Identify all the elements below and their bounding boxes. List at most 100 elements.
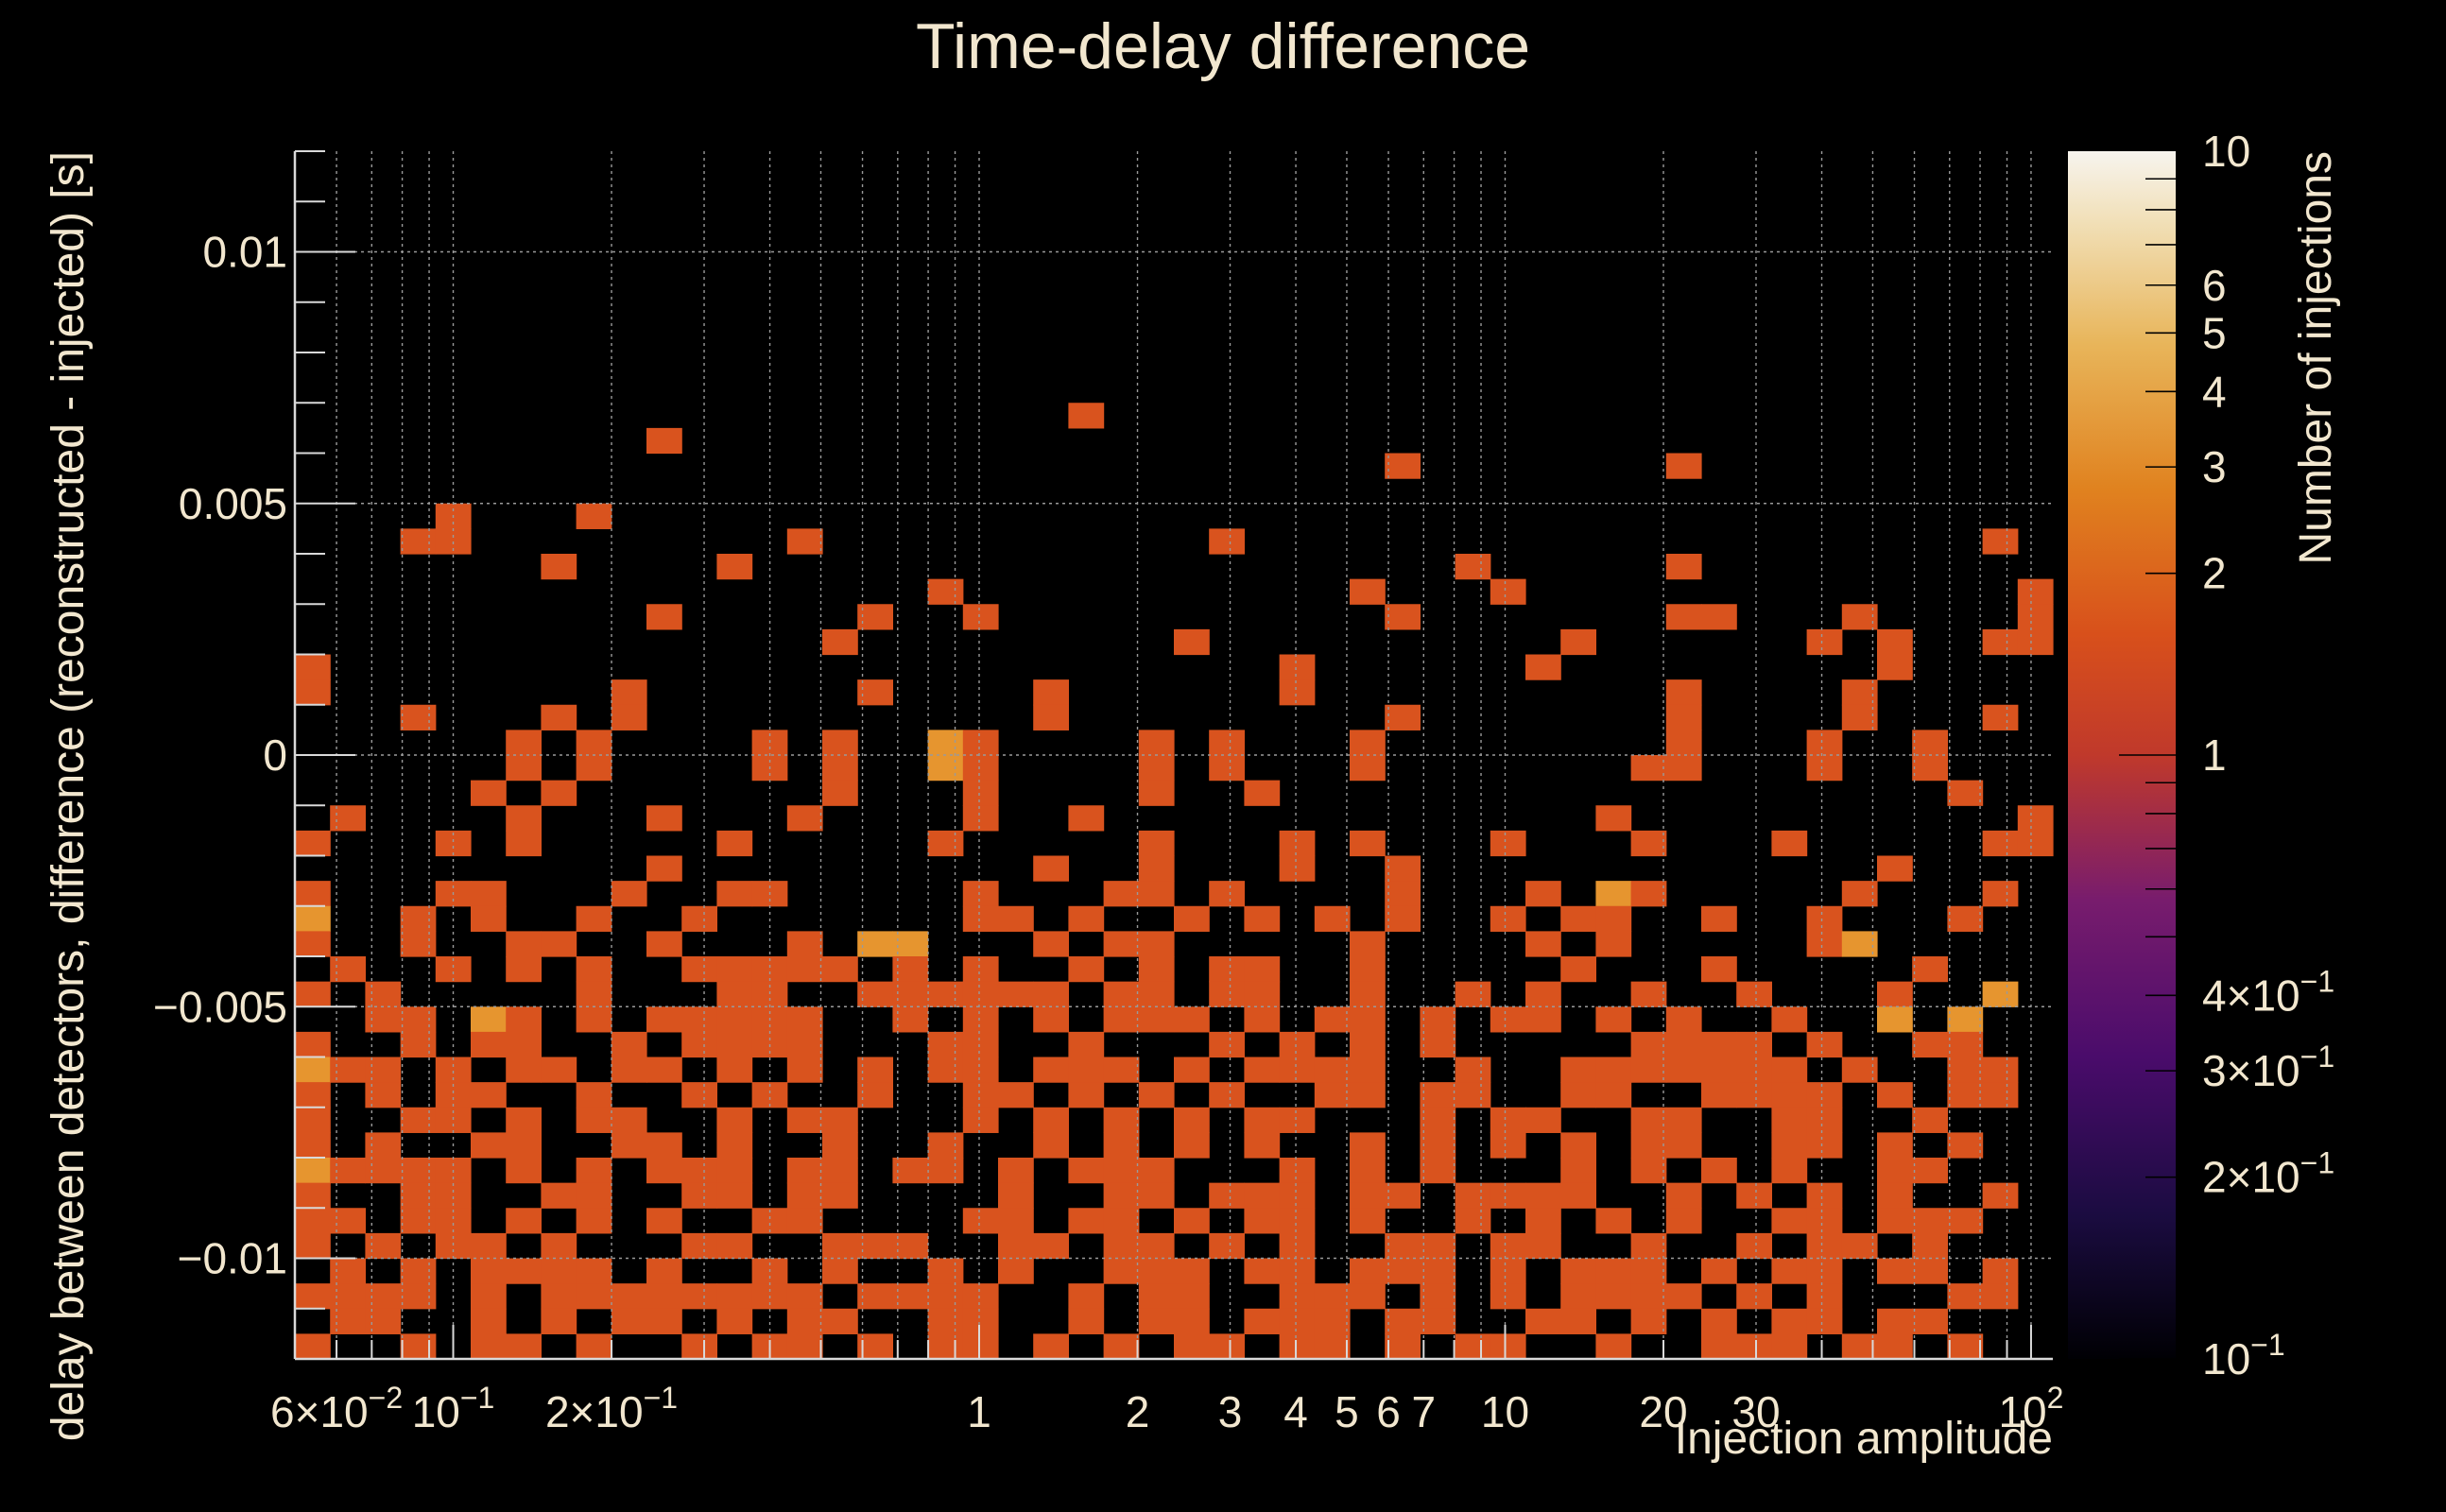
heatmap-cell	[1630, 1107, 1667, 1133]
x-tick-label-base: 10	[1481, 1387, 1529, 1436]
heatmap-cell	[506, 931, 542, 957]
heatmap-cell	[927, 578, 964, 605]
heatmap-cell	[330, 956, 366, 983]
heatmap-cell	[1525, 981, 1561, 1007]
heatmap-cell	[541, 1232, 577, 1260]
heatmap-cell	[2017, 604, 2054, 630]
heatmap-cell	[471, 1031, 507, 1058]
heatmap-cell	[962, 1333, 999, 1360]
heatmap-cell	[1314, 1283, 1351, 1310]
heatmap-cell	[1455, 1333, 1491, 1360]
heatmap-cell	[857, 1057, 893, 1083]
heatmap-cell	[1701, 956, 1737, 983]
y-tick-label: −0.01	[178, 1234, 287, 1283]
color-bar-tick-label-base: 3×10	[2202, 1046, 2300, 1095]
heatmap-cell	[471, 1258, 507, 1284]
color-bar-tick-label-base: 1	[2202, 730, 2227, 780]
heatmap-cell	[1209, 981, 1245, 1007]
heatmap-cell	[1630, 755, 1667, 782]
heatmap-cell	[857, 1082, 893, 1108]
heatmap-cell	[1350, 1283, 1386, 1310]
heatmap-cell	[716, 956, 753, 983]
heatmap-cell	[1912, 956, 1948, 983]
color-bar-tick-label: 2	[2202, 549, 2227, 598]
x-tick-label: 7	[1411, 1387, 1436, 1436]
heatmap-cell	[295, 654, 331, 680]
heatmap-cell	[1103, 881, 1140, 907]
heatmap-cell	[646, 1006, 682, 1033]
heatmap-cell	[1279, 1158, 1316, 1184]
heatmap-cell	[927, 755, 964, 782]
heatmap-cell	[1420, 1082, 1456, 1108]
heatmap-cell	[857, 931, 893, 957]
heatmap-cell	[786, 1208, 823, 1234]
heatmap-cell	[1982, 628, 2019, 656]
y-axis-label: delay between detectors, difference (rec…	[43, 151, 94, 1441]
heatmap-cell	[786, 956, 823, 983]
x-tick-label-base: 6×10	[270, 1387, 369, 1436]
heatmap-cell	[1455, 981, 1491, 1007]
heatmap-cell	[1947, 1082, 1984, 1108]
heatmap-cell	[1736, 1283, 1772, 1310]
heatmap-cell	[646, 1057, 682, 1083]
heatmap-cell	[1385, 1258, 1421, 1284]
heatmap-cell	[786, 1283, 823, 1310]
heatmap-cell	[716, 1283, 753, 1310]
x-tick-label-base: 20	[1639, 1387, 1687, 1436]
heatmap-cell	[1174, 905, 1210, 932]
heatmap-cell	[1244, 905, 1281, 932]
heatmap-cell	[822, 1308, 858, 1334]
heatmap-cell	[962, 1208, 999, 1234]
heatmap-cell	[506, 1057, 542, 1083]
color-bar-tick-label-base: 10	[2202, 1334, 2250, 1383]
heatmap-cell	[998, 1208, 1034, 1234]
heatmap-cell	[1138, 855, 1175, 882]
heatmap-cell	[1068, 1283, 1105, 1310]
heatmap-cell	[962, 1031, 999, 1058]
heatmap-cell	[295, 679, 331, 706]
heatmap-cell	[716, 1057, 753, 1083]
heatmap-cell	[962, 1006, 999, 1033]
heatmap-cell	[1665, 755, 1702, 782]
heatmap-cell	[1209, 956, 1245, 983]
heatmap-cell	[1982, 981, 2019, 1007]
heatmap-cell	[1350, 1006, 1386, 1033]
heatmap-cell	[576, 981, 612, 1007]
heatmap-cell	[646, 427, 682, 455]
heatmap-cell	[786, 931, 823, 957]
heatmap-cell	[1701, 1258, 1737, 1284]
y-tick-label: −0.005	[153, 982, 287, 1031]
heatmap-cell	[471, 780, 507, 806]
heatmap-cell	[576, 1258, 612, 1284]
heatmap-cell	[1912, 755, 1948, 782]
heatmap-cell	[1912, 730, 1948, 756]
heatmap-cell	[1209, 755, 1245, 782]
heatmap-cell	[506, 1333, 542, 1360]
heatmap-cell	[1947, 780, 1984, 806]
heatmap-cell	[1490, 1258, 1526, 1284]
color-bar-tick-label-base: 5	[2202, 308, 2227, 357]
heatmap-cell	[1630, 1031, 1667, 1058]
heatmap-cell	[1244, 780, 1281, 806]
heatmap-cell	[1806, 931, 1843, 957]
heatmap-cell	[506, 1258, 542, 1284]
color-bar-tick-label: 3×10−1	[2202, 1040, 2334, 1095]
heatmap-cell	[1736, 1333, 1772, 1360]
heatmap-cell	[1455, 1208, 1491, 1234]
heatmap-cell	[1490, 1132, 1526, 1159]
heatmap-cell	[1595, 1258, 1632, 1284]
heatmap-cell	[471, 1232, 507, 1260]
heatmap-cell	[1877, 1006, 1913, 1033]
heatmap-cell	[1350, 1057, 1386, 1083]
heatmap-cell	[295, 931, 331, 957]
heatmap-cell	[1877, 628, 1913, 656]
heatmap-cell	[716, 1232, 753, 1260]
heatmap-cell	[1771, 1006, 1808, 1033]
heatmap-cell	[1279, 1283, 1316, 1310]
heatmap-cell	[1771, 1258, 1808, 1284]
heatmap-cell	[330, 1308, 366, 1334]
heatmap-cell	[1525, 1107, 1561, 1133]
heatmap-cell	[1736, 981, 1772, 1007]
heatmap-cell	[1982, 704, 2019, 730]
